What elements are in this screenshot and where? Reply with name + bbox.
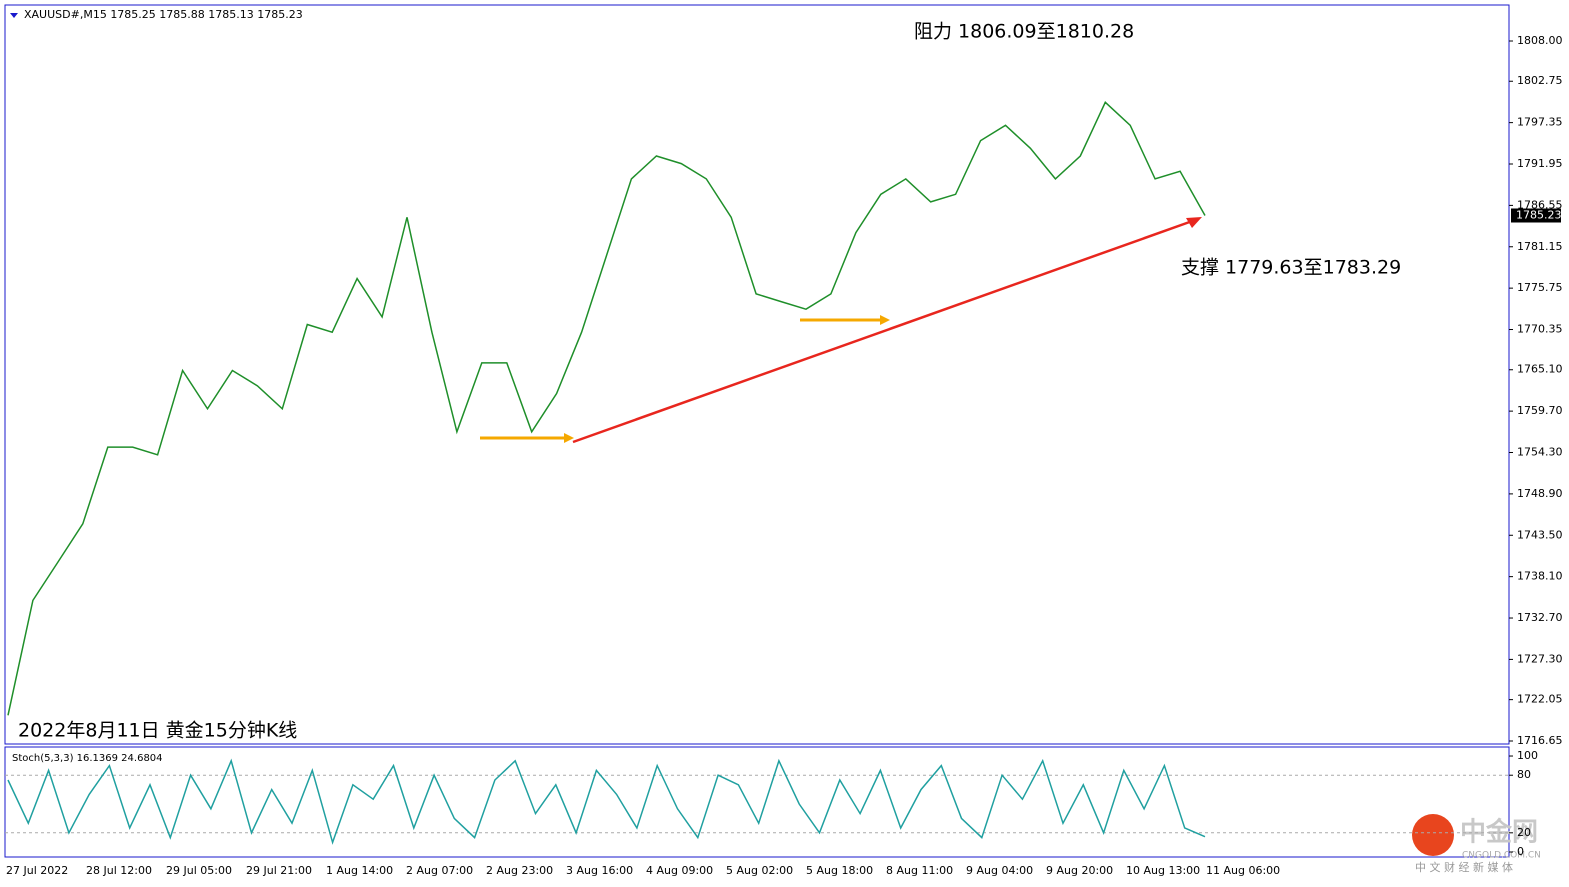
x-tick-label: 4 Aug 09:00 — [646, 864, 713, 877]
menu-icon — [10, 13, 18, 18]
y-tick-label: 1791.95 — [1517, 157, 1563, 170]
support-note: 支撑 1779.63至1783.29 — [1181, 257, 1401, 279]
y-tick-label: 1727.30 — [1517, 652, 1563, 665]
y-tick-label: 1754.30 — [1517, 446, 1563, 459]
watermark-site: CNGOLD.COM.CN — [1462, 851, 1541, 861]
x-tick-label: 2 Aug 23:00 — [486, 864, 553, 877]
x-tick-label: 28 Jul 12:00 — [86, 864, 152, 877]
x-tick-label: 9 Aug 20:00 — [1046, 864, 1113, 877]
support-arrowhead — [564, 433, 574, 443]
series-line — [7, 101, 1206, 716]
x-tick-label: 10 Aug 13:00 — [1126, 864, 1200, 877]
y-tick-label: 1765.10 — [1517, 363, 1563, 376]
x-tick-label: 27 Jul 2022 — [6, 864, 68, 877]
y-tick-label: 20 — [1517, 826, 1531, 839]
stoch-title: Stoch(5,3,3) 16.1369 24.6804 — [12, 753, 163, 764]
y-tick-label: 80 — [1517, 768, 1531, 781]
chart-title: 2022年8月11日 黄金15分钟K线 — [18, 720, 297, 742]
resistance-note: 阻力 1806.09至1810.28 — [914, 21, 1134, 43]
trend-arrowhead — [1186, 217, 1202, 228]
x-tick-label: 3 Aug 16:00 — [566, 864, 633, 877]
symbol-header: XAUUSD#,M15 1785.25 1785.88 1785.13 1785… — [24, 8, 303, 21]
y-tick-label: 1808.00 — [1517, 34, 1563, 47]
y-tick-label: 1743.50 — [1517, 528, 1563, 541]
x-tick-label: 11 Aug 06:00 — [1206, 864, 1280, 877]
x-tick-label: 5 Aug 18:00 — [806, 864, 873, 877]
x-tick-label: 9 Aug 04:00 — [966, 864, 1033, 877]
support-arrowhead — [880, 315, 890, 325]
y-tick-label: 1775.75 — [1517, 281, 1563, 294]
last-price-box — [1511, 208, 1561, 223]
x-tick-label: 2 Aug 07:00 — [406, 864, 473, 877]
y-tick-label: 100 — [1517, 749, 1538, 762]
last-price-label: 1785.23 — [1516, 208, 1562, 221]
y-tick-label: 1738.10 — [1517, 570, 1563, 583]
y-tick-label: 1732.70 — [1517, 611, 1563, 624]
logo — [1412, 814, 1454, 856]
watermark-brand: 中金网 — [1460, 817, 1538, 848]
watermark-slogan: 中 文 财 经 新 媒 体 — [1415, 860, 1513, 874]
x-tick-label: 8 Aug 11:00 — [886, 864, 953, 877]
y-tick-label: 1716.65 — [1517, 734, 1563, 747]
y-tick-label: 1748.90 — [1517, 487, 1563, 500]
x-tick-label: 5 Aug 02:00 — [726, 864, 793, 877]
x-tick-label: 1 Aug 14:00 — [326, 864, 393, 877]
y-tick-label: 0 — [1517, 845, 1524, 858]
main-panel — [4, 4, 1510, 745]
y-tick-label: 1781.15 — [1517, 240, 1563, 253]
y-tick-label: 1722.05 — [1517, 693, 1563, 706]
stoch-panel — [4, 746, 1510, 858]
y-tick-label: 1759.70 — [1517, 404, 1563, 417]
y-tick-label: 1786.55 — [1517, 198, 1563, 211]
x-tick-label: 29 Jul 21:00 — [246, 864, 312, 877]
y-tick-label: 1797.35 — [1517, 116, 1563, 129]
x-tick-label: 29 Jul 05:00 — [166, 864, 232, 877]
y-tick-label: 1802.75 — [1517, 74, 1563, 87]
series-line — [7, 758, 1206, 845]
trend-line — [572, 217, 1199, 444]
y-tick-label: 1770.35 — [1517, 323, 1563, 336]
